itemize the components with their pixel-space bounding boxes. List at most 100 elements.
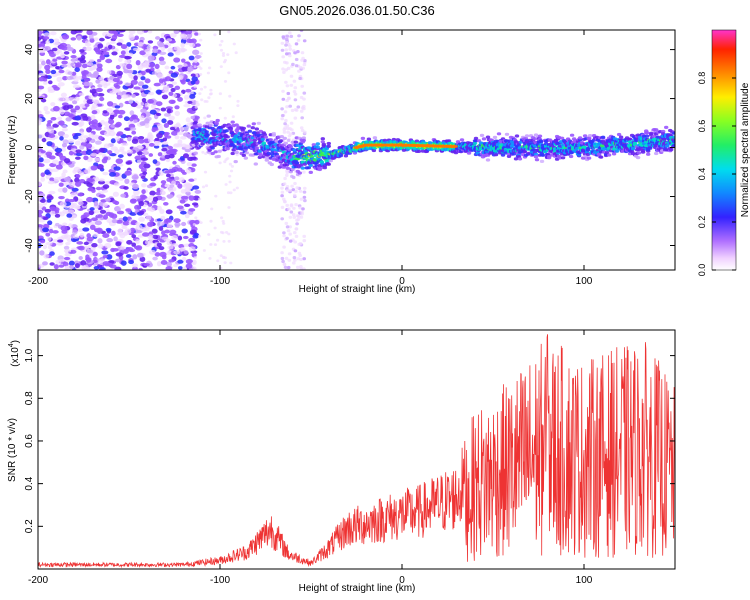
spectrogram-cell: [102, 51, 110, 56]
spectrogram-cell: [158, 226, 164, 231]
spectrogram-cell: [188, 195, 195, 201]
spectrogram-cell: [159, 51, 167, 55]
spectrogram-cell: [254, 127, 259, 131]
spectrogram-cell: [271, 133, 276, 137]
spectrogram-cell: [103, 156, 109, 161]
spectrogram-cell: [130, 102, 138, 108]
spectrogram-cell: [315, 142, 320, 146]
spectrogram-cell: [39, 198, 46, 203]
spectrogram-cell: [194, 216, 198, 220]
spectrogram-cell: [514, 134, 520, 138]
spectrogram-cell: [299, 197, 304, 201]
spectrogram-cell: [154, 252, 161, 257]
spectrogram-cell: [283, 110, 288, 114]
spectrogram-cell: [632, 141, 638, 145]
spectrogram-cell: [194, 32, 199, 36]
spectrogram-cell: [282, 130, 287, 134]
spectrogram-cell: [122, 220, 130, 226]
spectrogram-cell: [60, 92, 68, 98]
spectrogram-cell: [201, 150, 205, 154]
spectrogram-cell: [98, 76, 104, 80]
spectrogram-cell: [40, 98, 47, 103]
spectrogram-cell: [86, 127, 92, 133]
spectrogram-cell: [191, 76, 198, 82]
spectrogram-cell: [115, 219, 123, 224]
spectrogram-cell: [150, 67, 155, 72]
spectrogram-cell: [180, 47, 186, 53]
spectrogram-cell: [194, 142, 199, 146]
spectrogram-cell: [116, 210, 125, 215]
spectrogram-cell: [279, 135, 284, 139]
spectrogram-cell: [115, 136, 120, 142]
spectrogram-cell: [192, 185, 200, 190]
spectrogram-cell: [133, 119, 138, 124]
spectrogram-cell: [118, 54, 127, 59]
spectrogram-cell: [76, 241, 84, 245]
spectrogram-cell: [285, 169, 289, 173]
spectrogram-cell: [87, 62, 94, 66]
spectrogram-cell: [218, 43, 222, 47]
spectrogram-cell: [241, 126, 246, 130]
spectrogram-cell: [131, 94, 136, 98]
spectrogram-cell: [51, 168, 59, 173]
spectrogram-cell: [142, 171, 148, 175]
spectrogram-cell: [43, 36, 50, 40]
spectrogram-cell: [70, 58, 77, 62]
spectrogram-cell: [57, 97, 65, 102]
spectrogram-cell: [182, 235, 189, 240]
spectrogram-cell: [92, 63, 98, 70]
spectrogram-cell: [197, 65, 201, 68]
spectrogram-cell: [171, 100, 176, 104]
spectrogram-cell: [110, 247, 116, 253]
spectrogram-cell: [182, 63, 188, 67]
spectrogram-cell: [301, 207, 305, 211]
spectrogram-cell: [248, 138, 253, 142]
spectrogram-cell: [139, 50, 146, 56]
spectrogram-cell: [107, 150, 113, 155]
spectrogram-cell: [38, 63, 43, 69]
spectrogram-cell: [218, 161, 222, 165]
spectrogram-cell: [282, 136, 287, 140]
spectrogram-cell: [75, 149, 82, 154]
spectrogram-cell: [181, 58, 186, 63]
spectrogram-cell: [661, 129, 666, 134]
spectrogram-cell: [300, 212, 304, 216]
spectrogram-cell: [151, 52, 158, 57]
spectrogram-cell: [71, 229, 78, 235]
spectrogram-cell: [207, 96, 211, 100]
spectrogram-cell: [197, 123, 202, 127]
spectrogram-cell: [534, 158, 540, 162]
spectrogram-cell: [165, 266, 173, 270]
spectrogram-cell: [136, 104, 143, 109]
spectrogram-cell: [192, 61, 200, 67]
x-tick-label: 0: [399, 575, 405, 586]
spectrogram-cell: [73, 235, 79, 239]
spectrogram-cell: [104, 263, 110, 267]
spectrogram-cell: [282, 182, 287, 186]
spectrogram-cell: [193, 256, 197, 259]
spectrogram-cell: [522, 150, 528, 154]
spectrogram-cell: [164, 229, 170, 234]
spectrogram-cell: [88, 249, 94, 254]
spectrogram-cell: [121, 151, 128, 155]
spectrogram-cell: [68, 260, 75, 266]
y-tick-label: 0.4: [24, 476, 35, 490]
spectrogram-cell: [86, 99, 94, 105]
spectrogram-cell: [155, 36, 161, 40]
spectrogram-cell: [298, 163, 303, 167]
spectrogram-cell: [206, 71, 210, 75]
spectrogram-cell: [128, 73, 133, 79]
spectrogram-cell: [106, 101, 114, 107]
spectrogram-cell: [669, 148, 674, 152]
spectrogram-cell: [291, 188, 296, 192]
spectrogram-cell: [218, 92, 222, 96]
spectrogram-cell: [58, 120, 65, 126]
spectrogram-cell: [285, 188, 290, 192]
spectrogram-cell: [229, 261, 233, 265]
spectrogram-cell: [106, 237, 114, 243]
spectrogram-cell: [85, 143, 93, 149]
spectrogram-cell: [193, 177, 197, 181]
spectrogram-cell: [160, 259, 168, 266]
spectrogram-cell: [360, 136, 366, 140]
